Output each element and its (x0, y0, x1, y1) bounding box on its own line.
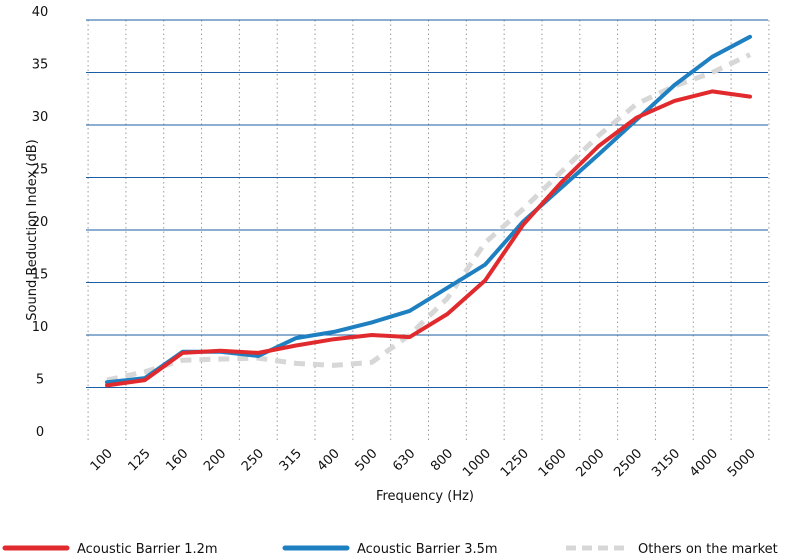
y-tick-label: 40 (32, 5, 49, 20)
y-axis-tick-labels: 0 5 10 15 20 25 30 35 40 (32, 5, 49, 440)
series-line-1 (105, 89, 752, 388)
y-tick-label: 15 (32, 268, 49, 283)
y-tick-label: 0 (36, 425, 44, 440)
x-tick-label: 5000 (725, 446, 759, 480)
x-tick-label: 2500 (611, 446, 645, 480)
legend-label-1: Acoustic Barrier 1.2m (77, 542, 218, 557)
x-tick-label: 250 (239, 446, 267, 474)
legend-label-2: Acoustic Barrier 3.5m (357, 542, 498, 557)
x-tick-label: 125 (125, 446, 153, 474)
x-tick-label: 1600 (536, 446, 570, 480)
y-tick-label: 35 (32, 58, 49, 73)
x-tick-label: 160 (163, 446, 191, 474)
x-tick-label: 315 (277, 446, 305, 474)
data-series (105, 34, 752, 388)
x-tick-label: 2000 (574, 446, 608, 480)
y-tick-label: 10 (32, 320, 49, 335)
x-tick-label: 200 (201, 446, 229, 474)
x-tick-label: 630 (390, 446, 418, 474)
legend: Acoustic Barrier 1.2m Acoustic Barrier 3.… (2, 542, 778, 557)
x-axis-tick-labels: 100 125 160 200 250 315 400 500 630 800 1000 1250 16… (88, 446, 759, 480)
y-tick-label: 25 (32, 163, 49, 178)
x-tick-label: 1000 (460, 446, 494, 480)
x-tick-label: 500 (352, 446, 380, 474)
y-tick-label: 30 (32, 110, 49, 125)
x-tick-label: 800 (428, 446, 456, 474)
x-axis-title: Frequency (Hz) (376, 489, 474, 504)
y-tick-label: 5 (36, 373, 44, 388)
series-line-3 (106, 52, 752, 383)
y-tick-label: 20 (32, 215, 49, 230)
y-axis-title: Sound Reduction Index (dB) (25, 139, 40, 320)
x-tick-label: 400 (315, 446, 343, 474)
x-tick-label: 1250 (498, 446, 532, 480)
grid-lines (86, 19, 770, 440)
x-tick-label: 4000 (687, 446, 721, 480)
legend-label-3: Others on the market (638, 542, 778, 557)
x-tick-label: 100 (88, 446, 116, 474)
x-tick-label: 3150 (649, 446, 683, 480)
